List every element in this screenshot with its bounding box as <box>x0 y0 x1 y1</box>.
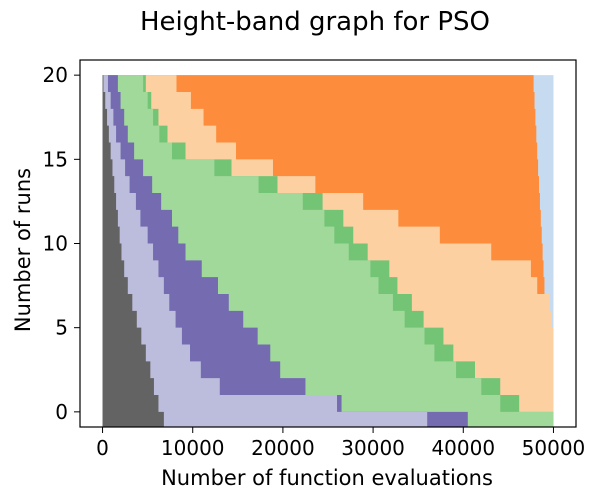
band-2 <box>102 75 468 427</box>
y-tick-label-2: 10 <box>43 232 68 256</box>
y-axis-label: Number of runs <box>11 168 35 332</box>
x-tick-label-3: 30000 <box>341 436 405 460</box>
x-tick-label-5: 50000 <box>522 436 586 460</box>
plot-area <box>79 59 577 428</box>
x-tick-label-2: 20000 <box>251 436 315 460</box>
y-tick-label-1: 5 <box>55 316 68 340</box>
x-tick-label-4: 40000 <box>431 436 495 460</box>
x-axis-label: Number of function evaluations <box>161 466 493 490</box>
y-tick-label-4: 20 <box>43 63 68 87</box>
x-axis: 0 10000 20000 30000 40000 50000 <box>96 427 585 460</box>
band-0 <box>102 75 164 427</box>
x-tick-label-1: 10000 <box>161 436 225 460</box>
chart-title: Height-band graph for PSO <box>140 7 490 37</box>
y-tick-label-3: 15 <box>43 147 68 171</box>
bands-group <box>102 75 554 427</box>
y-tick-label-0: 0 <box>55 400 68 424</box>
y-axis: 0 5 10 15 20 <box>43 63 80 424</box>
x-tick-label-0: 0 <box>96 436 109 460</box>
